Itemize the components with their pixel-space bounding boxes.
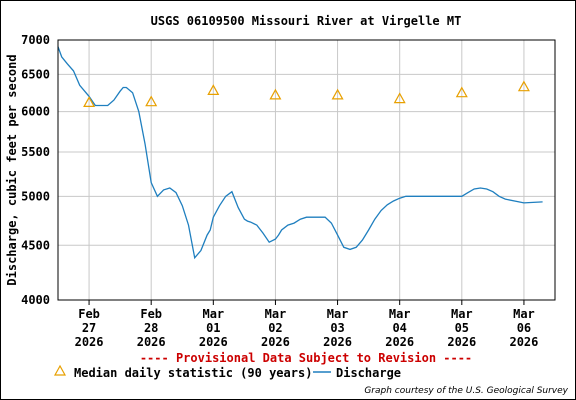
series-layer (57, 46, 543, 260)
x-tick-year: 2026 (447, 335, 476, 349)
legend-median-label: Median daily statistic (90 years) (74, 366, 312, 380)
legend-discharge-label: Discharge (336, 366, 401, 380)
credit-text: Graph courtesy of the U.S. Geological Su… (364, 386, 568, 396)
x-tick-month: Mar (451, 307, 473, 321)
x-tick-month: Feb (140, 307, 162, 321)
chart-title: USGS 06109500 Missouri River at Virgelle… (151, 14, 462, 28)
x-tick-year: 2026 (75, 335, 104, 349)
x-tick-year: 2026 (137, 335, 166, 349)
y-axis-label: Discharge, cubic feet per second (5, 54, 19, 285)
median-point (393, 92, 406, 104)
x-axis-ticks: Feb272026Feb282026Mar012026Mar022026Mar0… (75, 300, 538, 349)
x-tick-day: 05 (455, 321, 469, 335)
x-tick-month: Mar (513, 307, 535, 321)
median-point (331, 88, 344, 100)
x-tick-day: 01 (206, 321, 220, 335)
median-point (145, 95, 158, 107)
x-tick-day: 03 (330, 321, 344, 335)
median-point (517, 80, 530, 92)
x-tick-year: 2026 (323, 335, 352, 349)
x-tick-year: 2026 (509, 335, 538, 349)
y-tick-label: 6500 (21, 67, 50, 81)
legend-median-marker (53, 364, 67, 376)
x-tick-day: 27 (82, 321, 96, 335)
x-tick-day: 02 (268, 321, 282, 335)
discharge-line (57, 46, 543, 260)
provisional-note: ---- Provisional Data Subject to Revisio… (140, 351, 472, 365)
plot-area-border (57, 39, 556, 301)
x-tick-year: 2026 (261, 335, 290, 349)
x-tick-month: Feb (78, 307, 100, 321)
x-tick-month: Mar (327, 307, 349, 321)
median-point (83, 96, 96, 108)
y-tick-label: 4500 (21, 238, 50, 252)
median-point (455, 86, 468, 98)
x-tick-month: Mar (389, 307, 411, 321)
legend: Median daily statistic (90 years) Discha… (53, 364, 401, 380)
x-tick-day: 28 (144, 321, 158, 335)
x-tick-month: Mar (202, 307, 224, 321)
y-tick-label: 4000 (21, 293, 50, 307)
y-tick-label: 7000 (21, 33, 50, 47)
x-tick-day: 04 (392, 321, 406, 335)
x-tick-year: 2026 (385, 335, 414, 349)
x-tick-day: 06 (517, 321, 531, 335)
y-tick-label: 5500 (21, 145, 50, 159)
x-tick-year: 2026 (199, 335, 228, 349)
y-axis-ticks: 4000 4500 5000 5500 6000 6500 7000 (21, 33, 50, 307)
grid-lines (58, 39, 555, 301)
x-tick-month: Mar (265, 307, 287, 321)
median-point (269, 88, 282, 100)
median-point (207, 84, 220, 96)
y-tick-label: 5000 (21, 189, 50, 203)
y-tick-label: 6000 (21, 105, 50, 119)
